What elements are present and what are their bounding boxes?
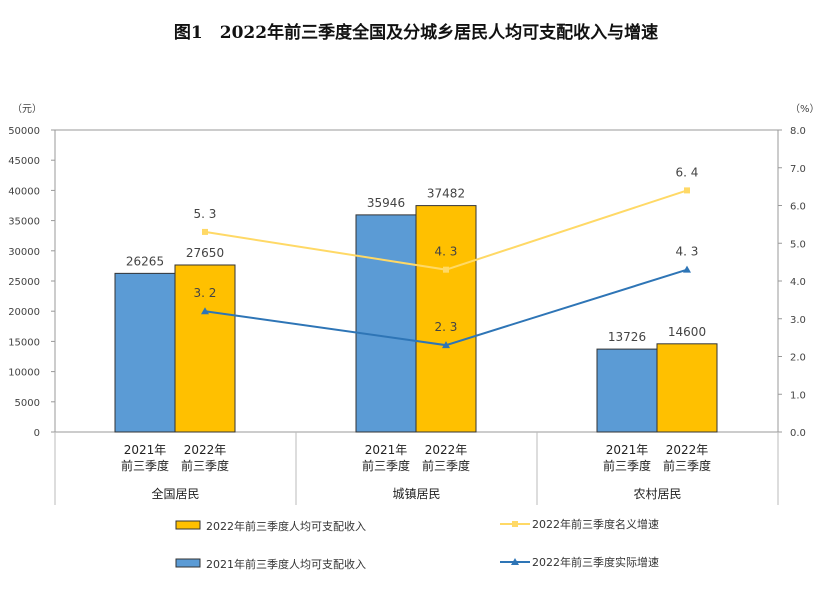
y2-tick-label: 7.0 [790, 164, 806, 175]
group-label: 农村居民 [633, 487, 681, 501]
chart-title: 图1 2022年前三季度全国及分城乡居民人均可支配收入与增速 [173, 23, 659, 43]
bar [114, 272, 176, 433]
line-data-label: 3. 2 [194, 286, 217, 300]
line-marker [201, 307, 209, 315]
y2-tick-label: 1.0 [790, 390, 806, 401]
category-label: 2021年 [365, 443, 408, 457]
line-marker [202, 228, 208, 235]
bar [656, 343, 718, 433]
y-tick-label: 0 [34, 428, 40, 439]
y-tick-label: 5000 [15, 398, 40, 409]
line-marker [683, 265, 691, 273]
y2-tick-label: 2.0 [790, 353, 806, 364]
y-tick-label: 45000 [8, 156, 40, 167]
legend-label: 2022年前三季度人均可支配收入 [206, 519, 366, 533]
left-axis-unit: （元） [12, 103, 42, 115]
legend-label: 2021年前三季度人均可支配收入 [206, 557, 366, 571]
y-tick-label: 40000 [8, 186, 40, 197]
category-label: 2022年 [184, 443, 227, 457]
category-label: 前三季度 [362, 458, 410, 473]
legend-label: 2022年前三季度实际增速 [532, 555, 659, 569]
line-marker [443, 266, 449, 273]
y2-tick-label: 6.0 [790, 202, 806, 213]
category-label: 2022年 [425, 443, 468, 457]
bar [174, 264, 236, 433]
y-tick-label: 10000 [8, 368, 40, 379]
category-label: 前三季度 [422, 458, 470, 473]
category-label: 前三季度 [181, 458, 229, 473]
bar [415, 205, 477, 433]
line-data-label: 5. 3 [194, 207, 217, 221]
y2-tick-label: 8.0 [790, 126, 806, 137]
bar [596, 348, 658, 433]
y-tick-label: 50000 [8, 126, 40, 137]
line-data-label: 4. 3 [676, 245, 699, 259]
y-tick-label: 25000 [8, 277, 40, 288]
bar [355, 214, 417, 433]
legend-label: 2022年前三季度名义增速 [532, 517, 659, 531]
category-label: 2021年 [124, 443, 167, 457]
line-data-label: 4. 3 [435, 245, 458, 259]
line-marker [684, 187, 690, 194]
bar-data-label: 13726 [608, 330, 646, 344]
legend-swatch [175, 520, 201, 530]
y-tick-label: 35000 [8, 217, 40, 228]
y-tick-label: 15000 [8, 337, 40, 348]
legend-marker [512, 521, 518, 527]
group-label: 全国居民 [151, 486, 199, 501]
y-tick-label: 30000 [8, 247, 40, 258]
y2-tick-label: 5.0 [790, 239, 806, 250]
bar-data-label: 27650 [186, 246, 224, 260]
legend-swatch [175, 558, 201, 568]
right-axis-unit: （%） [790, 103, 820, 115]
category-label: 2022年 [666, 443, 709, 457]
y-tick-label: 20000 [8, 307, 40, 318]
category-label: 2021年 [606, 443, 649, 457]
line-marker [442, 341, 450, 349]
bar-data-label: 26265 [126, 254, 164, 268]
legend-marker [511, 558, 519, 565]
category-label: 前三季度 [603, 458, 651, 473]
y2-tick-label: 0.0 [790, 428, 806, 439]
line-data-label: 6. 4 [676, 165, 699, 179]
y2-tick-label: 3.0 [790, 315, 806, 326]
group-label: 城镇居民 [392, 487, 440, 501]
category-label: 前三季度 [663, 458, 711, 473]
bar-data-label: 35946 [367, 196, 405, 210]
category-label: 前三季度 [121, 458, 169, 473]
bar-data-label: 14600 [668, 325, 706, 339]
y2-tick-label: 4.0 [790, 277, 806, 288]
line-data-label: 2. 3 [435, 320, 458, 334]
bar-data-label: 37482 [427, 187, 465, 201]
